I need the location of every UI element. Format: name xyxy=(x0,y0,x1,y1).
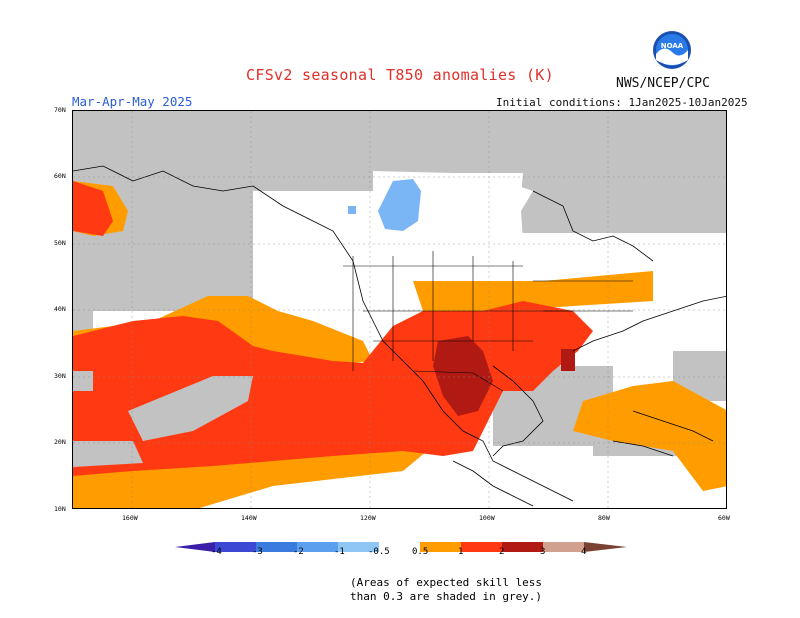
lon-label-160w: 160W xyxy=(122,514,138,522)
colorbar-arrow-right xyxy=(584,542,627,552)
lat-label-50n: 50N xyxy=(54,239,66,247)
colorbar-tick: 2 xyxy=(499,547,505,557)
colorbar-tick: -4 xyxy=(211,547,222,557)
colorbar-seg xyxy=(338,542,379,552)
colorbar-seg xyxy=(379,542,420,552)
colorbar-seg xyxy=(420,542,461,552)
blue-regions xyxy=(348,179,421,231)
darkred-regions xyxy=(433,336,575,416)
lon-label-140w: 140W xyxy=(241,514,257,522)
colorbar-seg xyxy=(297,542,338,552)
colorbar-tick: 1 xyxy=(458,547,464,557)
lat-label-20n: 20N xyxy=(54,438,66,446)
logo-text: NOAA xyxy=(661,42,684,50)
lat-label-40n: 40N xyxy=(54,305,66,313)
colorbar-tick: 3 xyxy=(540,547,546,557)
grey-cutouts xyxy=(73,371,253,467)
lon-label-60w: 60W xyxy=(718,514,730,522)
lon-label-100w: 100W xyxy=(479,514,495,522)
grid xyxy=(73,111,726,508)
colorbar-seg xyxy=(543,542,584,552)
lon-label-80w: 80W xyxy=(598,514,610,522)
noaa-logo: NOAA xyxy=(652,30,692,70)
skill-note: (Areas of expected skill less than 0.3 a… xyxy=(350,576,542,604)
initial-conditions-label: Initial conditions: 1Jan2025-10Jan2025 xyxy=(496,96,748,109)
colorbar-seg xyxy=(461,542,502,552)
lat-label-30n: 30N xyxy=(54,372,66,380)
colorbar-seg xyxy=(215,542,256,552)
colorbar-tick: -3 xyxy=(252,547,263,557)
skill-note-line-1: (Areas of expected skill less xyxy=(350,576,543,589)
anomaly-map xyxy=(72,110,727,509)
coastlines xyxy=(73,165,726,507)
colorbar-seg xyxy=(502,542,543,552)
agency-label: NWS/NCEP/CPC xyxy=(616,76,710,91)
colorbar-tick: -0.5 xyxy=(368,547,390,557)
skill-note-line-2: than 0.3 are shaded in grey.) xyxy=(350,590,543,603)
lat-label-70n: 70N xyxy=(54,106,66,114)
borders xyxy=(343,251,633,392)
colorbar-tick: -1 xyxy=(334,547,345,557)
colorbar-tick: 4 xyxy=(581,547,587,557)
map-svg xyxy=(73,111,726,508)
chart-title: CFSv2 seasonal T850 anomalies (K) xyxy=(246,66,554,84)
lat-label-60n: 60N xyxy=(54,172,66,180)
period-label: Mar-Apr-May 2025 xyxy=(72,94,193,109)
colorbar xyxy=(175,537,627,556)
lat-label-10n: 10N xyxy=(54,505,66,513)
colorbar-seg xyxy=(256,542,297,552)
colorbar-tick: 0.5 xyxy=(412,547,429,557)
lon-label-120w: 120W xyxy=(360,514,376,522)
colorbar-arrow-left xyxy=(175,542,215,552)
colorbar-tick: -2 xyxy=(293,547,304,557)
